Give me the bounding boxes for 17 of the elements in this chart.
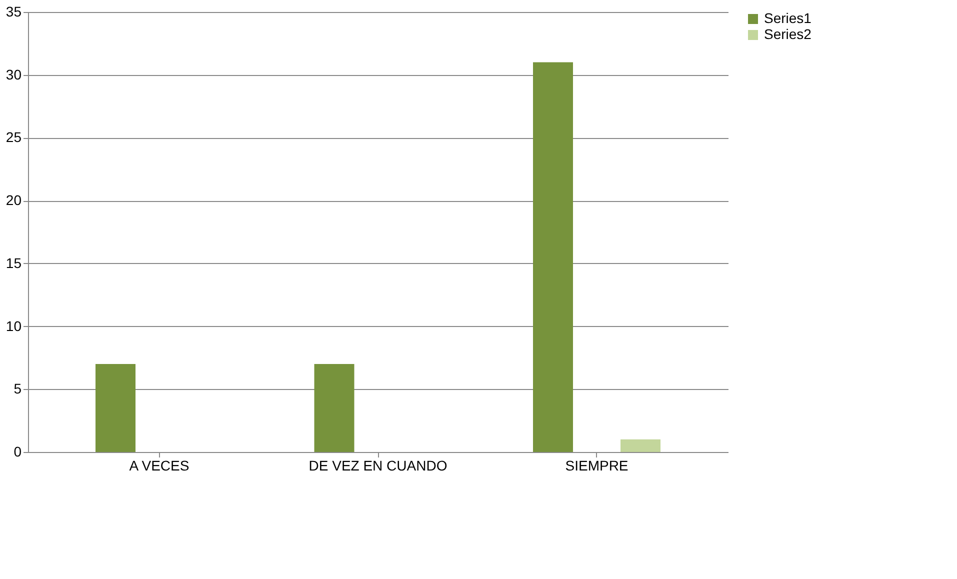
y-tick-label: 30 bbox=[6, 66, 22, 82]
y-tick-label: 0 bbox=[14, 444, 22, 460]
legend-label: Series2 bbox=[764, 26, 812, 42]
x-tick-label: DE VEZ EN CUANDO bbox=[308, 458, 448, 474]
y-tick-label: 10 bbox=[6, 318, 22, 334]
bar bbox=[314, 364, 354, 452]
legend-label: Series1 bbox=[764, 10, 812, 26]
y-tick-label: 25 bbox=[6, 129, 22, 146]
y-tick-label: 15 bbox=[6, 254, 22, 271]
y-tick-label: 35 bbox=[6, 4, 22, 20]
x-tick-label: SIEMPRE bbox=[565, 458, 628, 474]
y-tick-label: 20 bbox=[6, 192, 22, 208]
bar bbox=[620, 439, 660, 452]
y-tick-label: 5 bbox=[14, 380, 22, 397]
bar bbox=[533, 62, 573, 452]
bar bbox=[96, 364, 136, 452]
x-tick-label: A VECES bbox=[129, 458, 190, 474]
